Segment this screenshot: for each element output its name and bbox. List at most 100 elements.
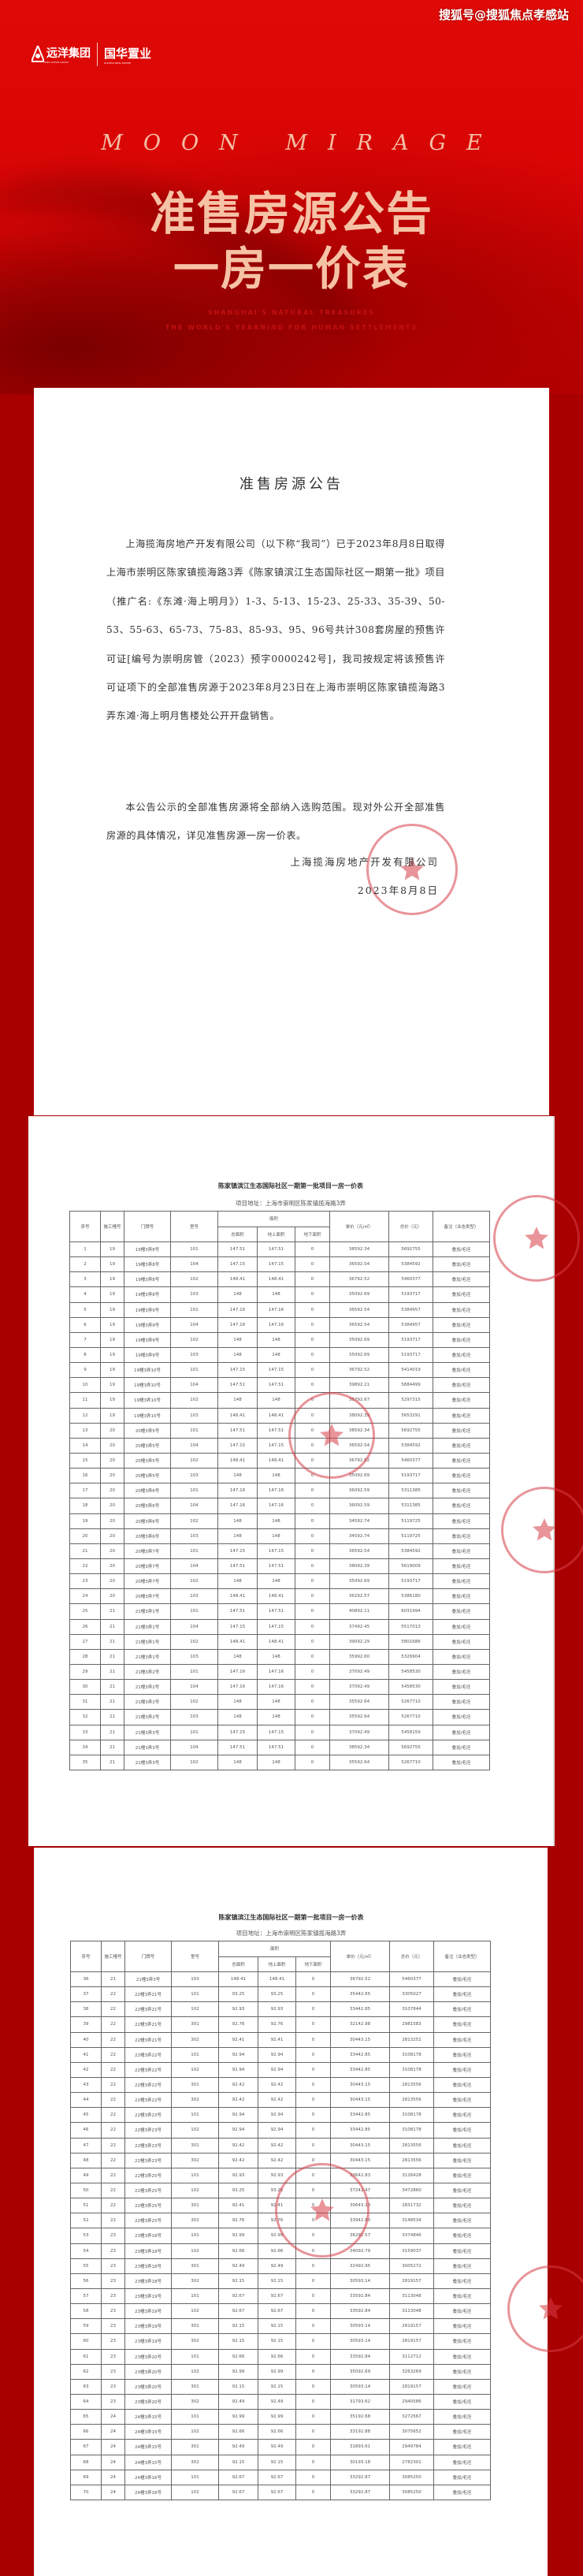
cell-seq: 50 (70, 2182, 102, 2199)
cell-remark: 叠加/毛坯 (433, 2092, 492, 2109)
cell-room: 101 (171, 2348, 219, 2365)
cell-building: 21 (100, 1694, 124, 1711)
cell-unit-price: 39092.29 (329, 1633, 390, 1650)
cell-building: 19 (100, 1256, 124, 1273)
cell-door: 22幢3弄23号 (124, 2107, 172, 2124)
cell-remark: 叠加/毛坯 (433, 2001, 492, 2018)
cell-door: 22幢3弄21号 (124, 2016, 172, 2033)
cell-unit-price: 33592.84 (330, 2348, 391, 2365)
cell-door: 22幢3弄21号 (124, 1986, 172, 2003)
cell-total-price: 5517013 (388, 1618, 434, 1635)
cell-below-area: 0 (294, 1301, 331, 1318)
cell-remark: 叠加/毛坯 (433, 2378, 492, 2395)
cell-total-area: 92.99 (218, 2363, 258, 2380)
cell-above-area: 148 (257, 1648, 295, 1665)
cell-remark: 叠加/毛坯 (433, 1971, 492, 1988)
cell-door: 22幢3弄23号 (124, 2152, 172, 2168)
brand-sino-ocean-sub: SINO-OCEAN GROUP (44, 61, 69, 64)
cell-above-area: 147.15 (257, 1437, 295, 1454)
cell-total-area: 92.42 (218, 2092, 258, 2109)
cell-remark: 叠加/毛坯 (433, 2031, 492, 2048)
cell-door: 21幢3弄3号 (124, 1724, 171, 1740)
cell-unit-price: 36592.54 (329, 1316, 390, 1333)
cell-unit-price: 37092.49 (329, 1724, 390, 1740)
table-row: 20 20 20幢3弄6号 103 148 148 0 34592.74 5119725 叠加/毛… (69, 1528, 491, 1544)
announcement-title: 准售房源公告 (240, 476, 343, 493)
cell-above-area: 147.16 (257, 1301, 295, 1318)
cell-above-area: 93.25 (258, 2182, 296, 2199)
cell-room: 102 (170, 1452, 218, 1469)
cell-above-area: 92.93 (258, 2001, 296, 2018)
cell-total-price: 2819157 (389, 2318, 435, 2335)
cell-door: 21幢3弄2号 (124, 1663, 171, 1681)
cell-seq: 68 (70, 2454, 102, 2470)
cell-room: 102 (171, 2001, 219, 2018)
cell-above-area: 147.51 (257, 1422, 295, 1439)
cell-below-area: 0 (294, 1648, 331, 1665)
cell-above-area: 148.41 (258, 1971, 296, 1988)
cell-above-area: 147.16 (257, 1498, 295, 1514)
cell-total-price: 5386180 (388, 1588, 434, 1605)
cell-seq: 4 (69, 1286, 101, 1303)
cell-door: 20幢3弄5号 (124, 1437, 171, 1454)
cell-unit-price: 30443.15 (330, 2152, 391, 2168)
cell-below-area: 0 (295, 2167, 332, 2183)
table-row: 25 21 21幢3弄1号 101 147.51 147.51 0 40892.11 60319… (69, 1603, 491, 1620)
cell-remark: 叠加/毛坯 (433, 1648, 491, 1665)
cell-below-area: 0 (295, 2031, 332, 2048)
cell-remark: 叠加/毛坯 (433, 2137, 492, 2153)
cell-building: 23 (101, 2288, 125, 2305)
cell-total-price: 3113048 (389, 2303, 435, 2320)
cell-building: 21 (100, 1648, 124, 1665)
cell-unit-price: 30593.14 (330, 2378, 391, 2395)
brand-sino-ocean: 远洋集团 (46, 47, 91, 60)
cell-unit-price: 35592.64 (329, 1709, 390, 1725)
cell-total-area: 147.16 (217, 1316, 258, 1333)
cell-room: 101 (171, 2107, 219, 2124)
cell-total-price: 5193717 (388, 1331, 434, 1348)
cell-total-price: 2813251 (389, 2031, 435, 2048)
cell-total-area: 92.93 (218, 2001, 258, 2018)
cell-total-area: 92.41 (218, 2198, 258, 2214)
cell-door: 24幢3弄15号 (124, 2454, 172, 2470)
cell-building: 21 (100, 1679, 124, 1696)
table-header: 序号 施工幢号 门牌号 室号 面积 单价（元/㎡） 总价（元） 备注（业态类型） 总面积 地上面积… (69, 1211, 491, 1242)
cell-unit-price: 33442.85 (330, 2107, 391, 2124)
cell-unit-price: 35092.69 (329, 1573, 390, 1590)
cell-room: 103 (170, 1528, 218, 1544)
table-row: 40 22 22幢3弄21号 302 92.41 92.41 0 30443.15 281325… (70, 2031, 492, 2048)
cell-remark: 叠加/毛坯 (433, 1528, 491, 1544)
cell-seq: 30 (69, 1679, 101, 1696)
cell-unit-price: 37242.47 (330, 2182, 391, 2199)
table-row: 36 21 21幢3弄3号 103 148.41 148.41 0 36792.52 54603… (70, 1971, 492, 1988)
cell-door: 23幢3弄20号 (124, 2363, 172, 2380)
cell-door: 19幢3弄8号 (124, 1241, 171, 1258)
cell-below-area: 0 (294, 1663, 331, 1681)
cell-door: 19幢3弄9号 (124, 1316, 171, 1333)
cell-total-price: 5311385 (388, 1498, 434, 1514)
cell-below-area: 0 (295, 2288, 332, 2305)
cell-building: 21 (100, 1633, 124, 1650)
cell-total-area: 147.51 (217, 1377, 258, 1394)
cell-below-area: 0 (295, 2152, 332, 2168)
announcement-paragraph-2: 本公告公示的全部准售房源将全部纳入选购范围。现对外公开全部准售房源的具体情况，详… (106, 802, 445, 842)
cell-unit-price: 33592.84 (330, 2303, 391, 2320)
cell-total-area: 92.76 (218, 2213, 258, 2229)
cell-door: 23幢3弄19号 (124, 2318, 172, 2335)
cell-room: 104 (170, 1377, 218, 1394)
cell-below-area: 0 (295, 2107, 332, 2124)
cell-total-price: 5460377 (388, 1271, 434, 1288)
cell-door: 23幢3弄18号 (124, 2258, 172, 2274)
cell-seq: 38 (70, 2001, 102, 2018)
cell-below-area: 0 (295, 2303, 332, 2320)
hero-banner: 搜狐号@搜狐焦点孝感站 远洋集团 SINO-OCEAN GROUP 国华置业 GUO… (0, 0, 583, 452)
cell-total-area: 147.15 (217, 1724, 258, 1740)
cell-seq: 67 (70, 2439, 102, 2455)
cell-door: 20幢3弄7号 (124, 1543, 171, 1559)
cell-room: 103 (170, 1468, 218, 1484)
cell-building: 21 (100, 1603, 124, 1620)
cell-door: 22幢3弄21号 (124, 2001, 172, 2018)
cell-room: 102 (170, 1392, 218, 1409)
cell-total-area: 148.41 (217, 1452, 258, 1469)
cell-below-area: 0 (294, 1422, 331, 1439)
